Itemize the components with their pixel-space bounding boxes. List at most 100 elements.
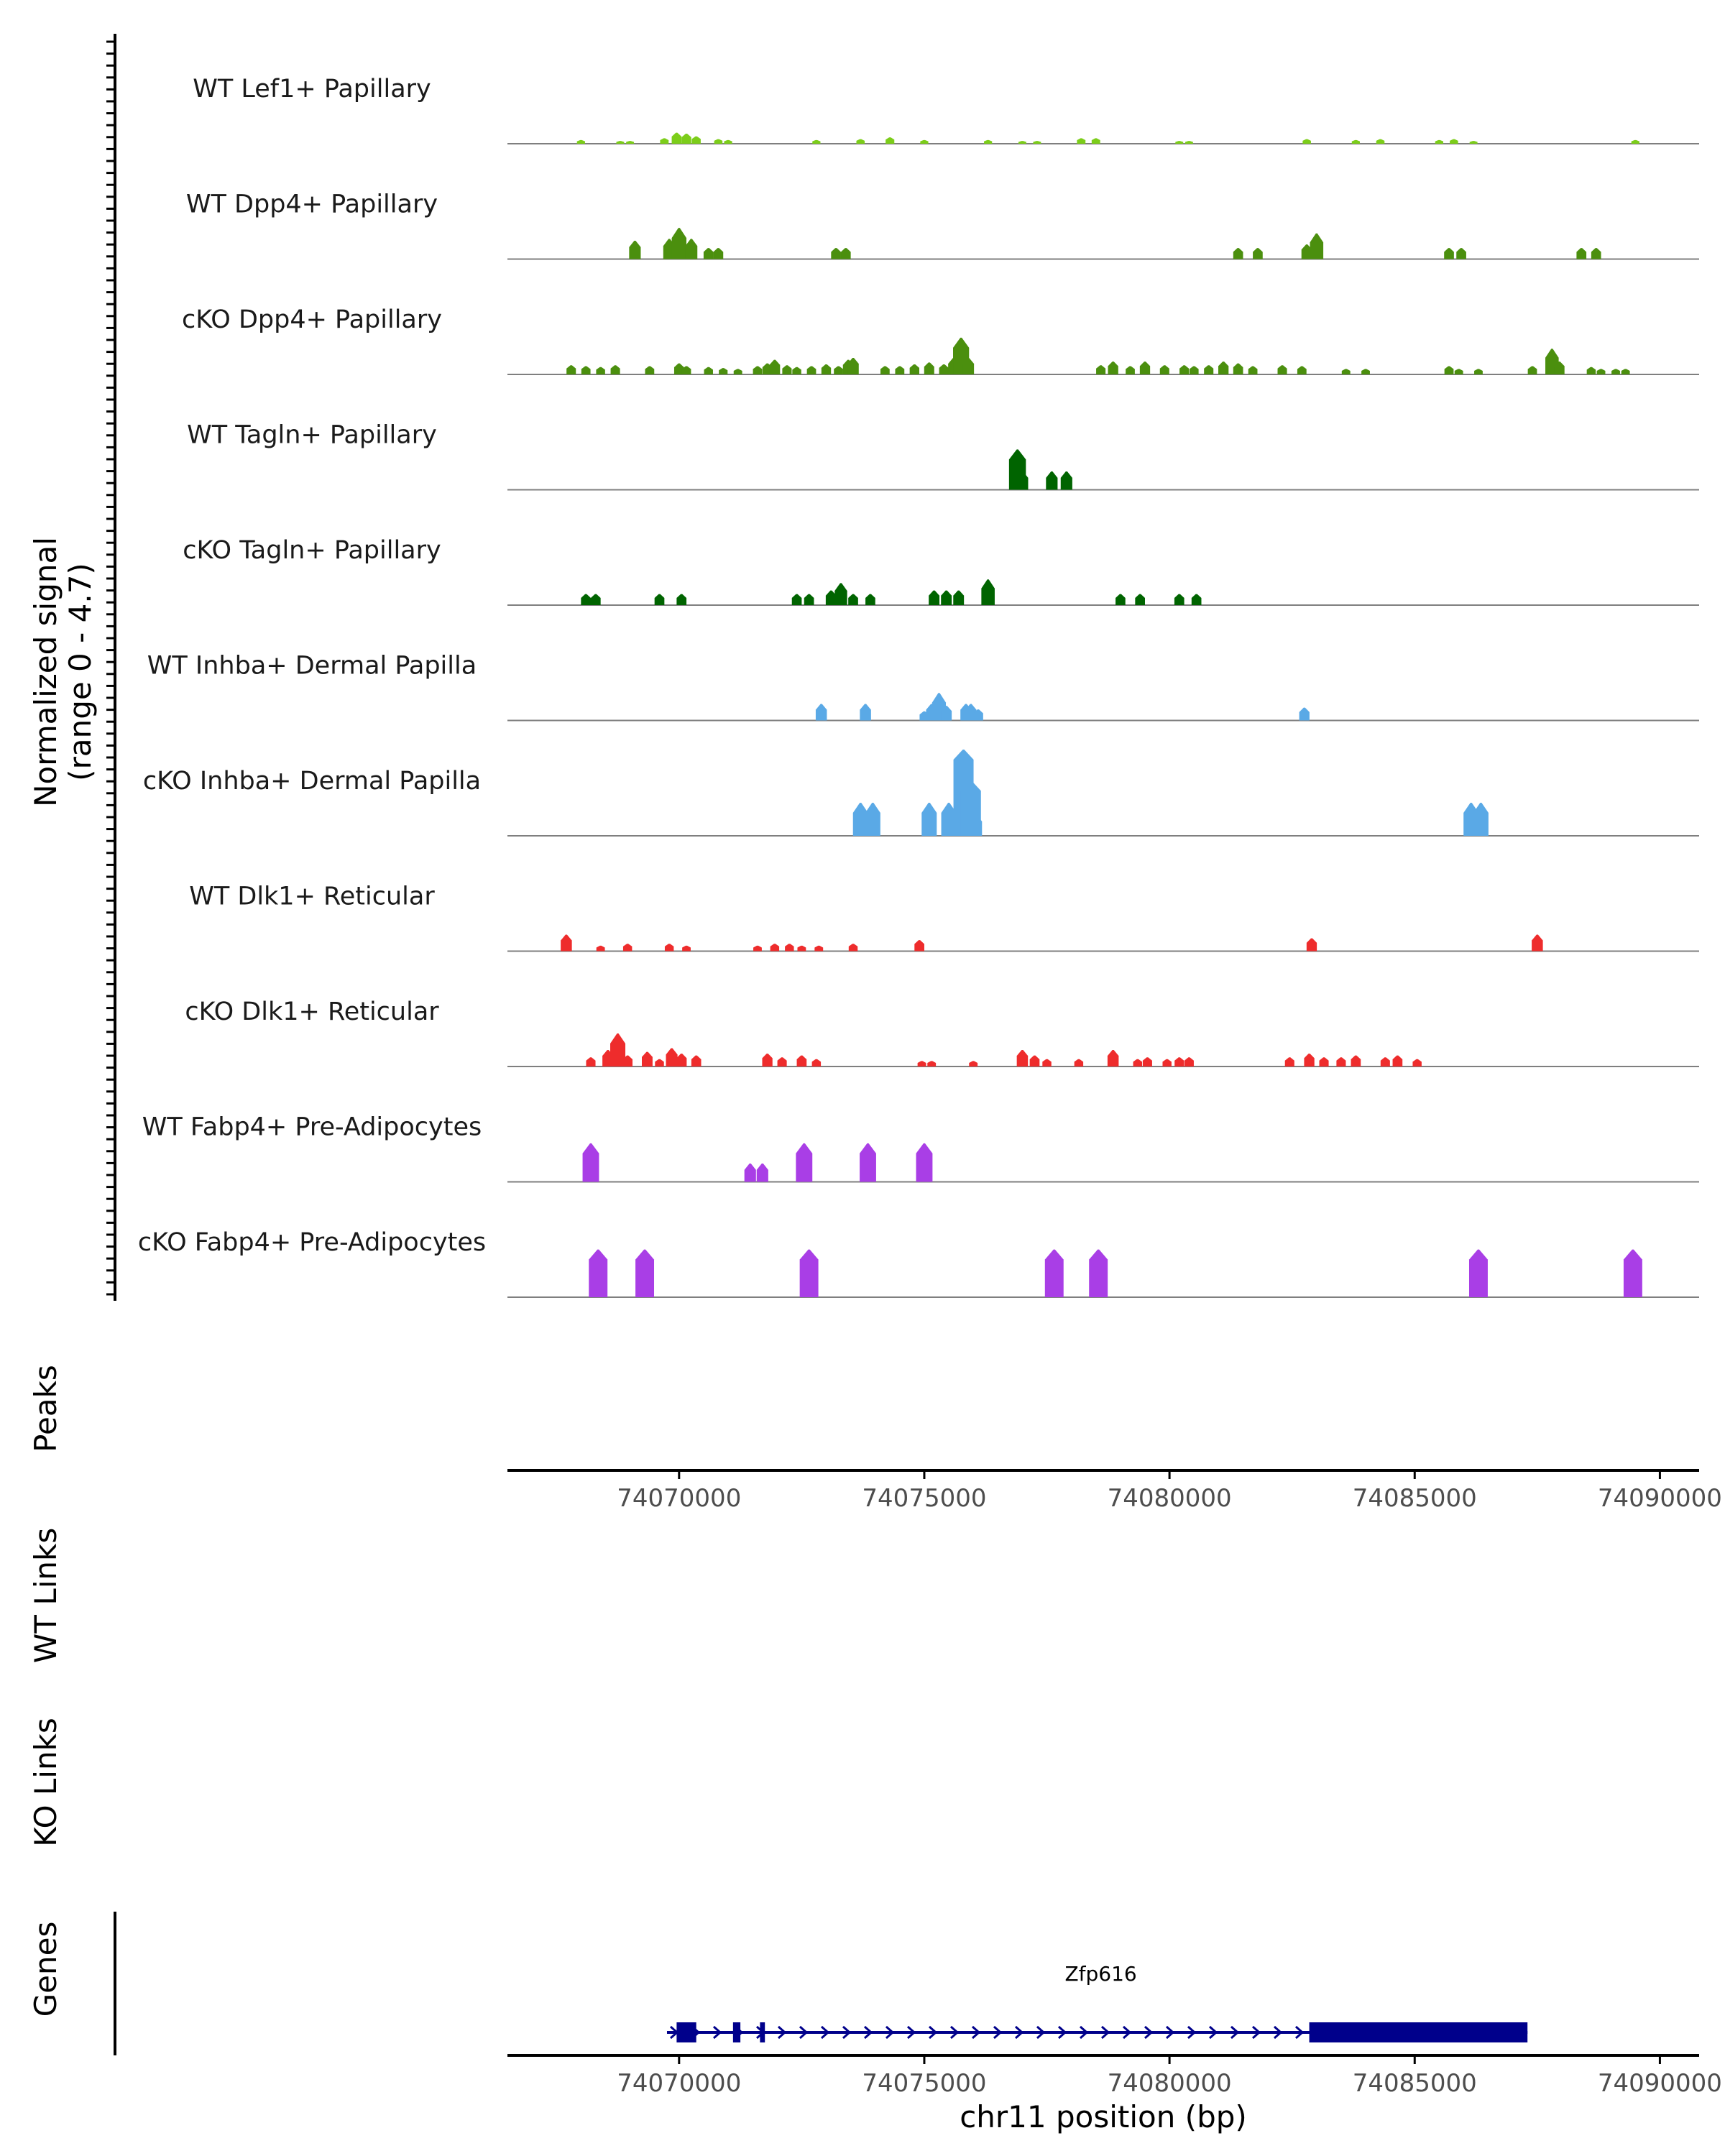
- signal-peak: [1016, 1050, 1029, 1067]
- signal-peak: [1299, 707, 1310, 721]
- peaks-x-ticks: 74070000 74075000 74080000 74085000 74090000: [617, 1470, 1722, 1513]
- signal-peak: [1319, 1057, 1329, 1067]
- signal-peak: [969, 814, 983, 836]
- x-tick-label: 74070000: [617, 1484, 741, 1513]
- signal-peak: [590, 594, 601, 605]
- strand-arrow: [1057, 2025, 1067, 2040]
- signal-peak: [917, 1061, 926, 1067]
- strand-arrow: [1208, 2025, 1218, 2040]
- signal-peak: [762, 1054, 773, 1067]
- signal-peak: [1204, 365, 1214, 374]
- signal-peak: [821, 364, 832, 374]
- ko-links-panel-label: KO Links: [28, 1718, 63, 1847]
- signal-y-label-line2: (range 0 - 4.7): [63, 563, 98, 781]
- signal-peak: [895, 366, 905, 374]
- gene-label: Zfp616: [1064, 1962, 1136, 1986]
- signal-peak: [785, 944, 794, 952]
- signal-peak: [1142, 1057, 1152, 1067]
- signal-y-ticks: [106, 40, 115, 1296]
- signal-peak: [939, 364, 949, 374]
- signal-peak: [671, 228, 687, 259]
- signal-peak: [1468, 1249, 1488, 1297]
- signal-peak: [660, 138, 669, 144]
- signal-peak: [610, 1033, 626, 1067]
- signal-peak: [1591, 248, 1601, 259]
- signal-peak: [616, 141, 625, 144]
- track-9: cKO Dlk1+ Reticular: [185, 998, 1699, 1067]
- signal-peak: [1351, 139, 1360, 144]
- signal-peak: [1527, 366, 1537, 374]
- signal-peak: [691, 136, 701, 144]
- signal-peak: [1029, 1055, 1040, 1067]
- gene-exon: [676, 2022, 696, 2042]
- strand-arrow: [1165, 2025, 1175, 2040]
- signal-peak: [635, 1249, 655, 1297]
- track-label: WT Fabp4+ Pre-Adipocytes: [142, 1113, 482, 1142]
- signal-peak: [622, 1055, 633, 1067]
- signal-peak: [753, 945, 762, 952]
- signal-peak: [969, 1061, 978, 1067]
- track-5: cKO Tagln+ Papillary: [183, 536, 1699, 606]
- signal-peak: [1306, 938, 1317, 952]
- coverage-tracks: WT Lef1+ Papillary WT Dpp4+ Papillary cKO …: [138, 75, 1699, 1298]
- gene-exon: [732, 2022, 741, 2042]
- signal-peak: [1135, 594, 1146, 605]
- signal-peak: [865, 594, 875, 605]
- track-label: cKO Dlk1+ Reticular: [185, 998, 439, 1026]
- signal-peak: [825, 590, 837, 605]
- track-label: cKO Tagln+ Papillary: [183, 536, 441, 565]
- signal-peak: [654, 594, 665, 605]
- signal-peak: [1191, 594, 1202, 605]
- signal-peak: [629, 240, 641, 259]
- signal-peak: [1179, 365, 1190, 374]
- signal-peak: [886, 137, 895, 144]
- signal-peak: [576, 139, 585, 144]
- wt-links-panel-label: WT Links: [28, 1528, 63, 1663]
- x-tick-label: 74075000: [862, 2069, 986, 2098]
- signal-peak: [1218, 361, 1229, 374]
- signal-peak: [582, 1143, 599, 1182]
- signal-peak: [1044, 1249, 1064, 1297]
- signal-peak: [1018, 141, 1026, 144]
- signal-peak: [1376, 139, 1385, 144]
- signal-peak: [1341, 369, 1351, 374]
- signal-peak: [1473, 803, 1489, 836]
- signal-peak: [753, 366, 763, 374]
- signal-peak: [1175, 141, 1184, 144]
- signal-peak: [1304, 1054, 1315, 1067]
- x-axis-title: chr11 position (bp): [960, 2099, 1247, 2134]
- signal-peak: [1336, 1057, 1346, 1067]
- signal-peak: [941, 706, 952, 721]
- signal-peak: [1361, 369, 1370, 374]
- strand-arrow: [906, 2025, 916, 2040]
- signal-peak: [645, 366, 655, 374]
- signal-peak: [586, 1057, 596, 1067]
- signal-peak: [914, 940, 924, 952]
- signal-peak: [1074, 1059, 1084, 1067]
- signal-peak: [1412, 1059, 1422, 1067]
- signal-peak: [1107, 1050, 1119, 1067]
- signal-peak: [812, 139, 821, 144]
- signal-peak: [1189, 366, 1199, 374]
- signal-peak: [1248, 366, 1258, 374]
- signal-peak: [796, 1143, 813, 1182]
- signal-peak: [1233, 248, 1243, 259]
- track-11: cKO Fabp4+ Pre-Adipocytes: [138, 1228, 1699, 1298]
- signal-peak: [984, 139, 993, 144]
- signal-peak: [1184, 141, 1193, 144]
- signal-peak: [953, 590, 965, 605]
- signal-peak: [1444, 248, 1454, 259]
- signal-peak: [1284, 1057, 1294, 1067]
- signal-peak: [1301, 244, 1312, 259]
- signal-peak: [685, 239, 698, 259]
- strand-arrow: [1036, 2025, 1046, 2040]
- signal-peak: [831, 248, 841, 259]
- signal-peak: [681, 133, 691, 144]
- genes-x-ticks: 74070000 74075000 74080000 74085000 74090000: [617, 2055, 1722, 2098]
- signal-peak: [1253, 248, 1263, 259]
- signal-peak: [676, 1054, 687, 1067]
- strand-arrow: [1294, 2025, 1305, 2040]
- signal-peak: [1435, 139, 1443, 144]
- signal-peak: [1091, 138, 1100, 144]
